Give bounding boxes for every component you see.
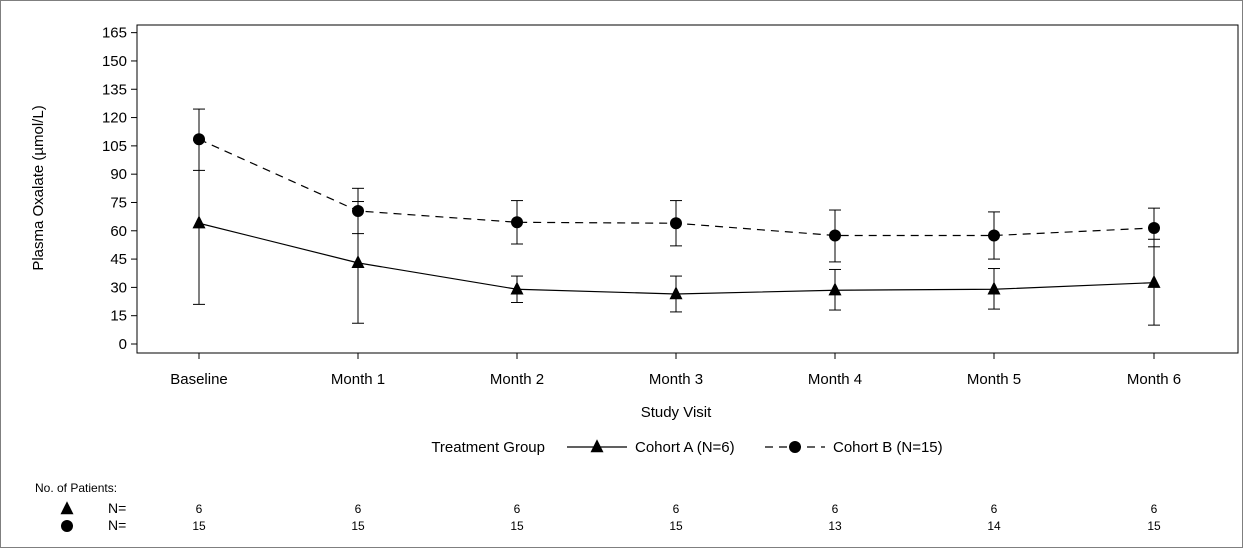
patient-count: 15 [351,519,365,533]
y-tick-label: 0 [119,336,127,353]
y-tick-label: 75 [110,194,127,211]
y-tick-label: 135 [102,81,127,98]
y-tick-label: 120 [102,110,127,127]
x-tick-label: Month 3 [649,371,703,388]
x-tick-label: Month 5 [967,371,1021,388]
x-axis-label: Study Visit [641,404,712,421]
data-point [670,217,682,230]
legend-label: Cohort B (N=15) [833,439,943,456]
patient-count: 13 [828,519,842,533]
patients-row-label: N= [108,517,126,533]
patients-row-label: N= [108,500,126,516]
patient-count: 15 [192,519,206,533]
data-point [828,282,842,296]
patient-count: 6 [196,502,203,516]
y-tick-label: 105 [102,138,127,155]
plot-area-border [136,24,1239,354]
x-tick-label: Month 6 [1127,371,1181,388]
data-point [988,229,1000,242]
y-tick-label: 30 [110,279,127,296]
data-point [1148,221,1160,234]
patient-count: 15 [510,519,524,533]
patients-table: No. of Patients: N= 6 6 6 6 6 6 6 N= 15 15 15 15 13 14… [35,481,1161,533]
x-tick-label: Month 4 [808,371,862,388]
data-point [192,215,206,229]
triangle-marker-icon [60,501,74,515]
patient-count: 6 [832,502,839,516]
data-point [987,281,1001,295]
legend-items: Cohort A (N=6) Cohort B (N=15) [567,439,943,456]
legend-title: Treatment Group [431,439,545,456]
data-point [510,281,524,295]
data-point [351,255,365,269]
patient-rows: N= 6 6 6 6 6 6 6 N= 15 15 15 15 13 14 15 [60,500,1161,533]
patient-count: 6 [514,502,521,516]
x-tick-label: Baseline [170,371,228,388]
patient-count: 6 [991,502,998,516]
y-tick-label: 150 [102,53,127,70]
y-tick-label: 15 [110,308,127,325]
patient-count: 15 [1147,519,1161,533]
legend-label: Cohort A (N=6) [635,439,735,456]
y-tick-label: 60 [110,223,127,240]
patient-count: 6 [1151,502,1158,516]
legend: Treatment Group Cohort A (N=6) Cohort B (… [431,439,942,456]
patients-table-title: No. of Patients: [35,481,117,495]
data-point [511,216,523,229]
data-point [1147,274,1161,288]
x-axis-ticks: Baseline Month 1 Month 2 Month 3 Month 4 Mont… [170,353,1181,388]
y-axis-ticks: 0 15 30 45 60 75 90 105 120 135 150 165 [102,25,137,353]
data-point [193,133,205,146]
circle-marker-icon [61,520,73,532]
circle-marker-icon [789,441,801,453]
x-tick-label: Month 2 [490,371,544,388]
patient-count: 6 [355,502,362,516]
data-point [829,229,841,242]
patient-count: 15 [669,519,683,533]
series-layer [192,108,1161,326]
y-tick-label: 90 [110,166,127,183]
patient-count: 6 [673,502,680,516]
data-point [669,286,683,300]
axes [136,24,1239,354]
y-tick-label: 45 [110,251,127,268]
series-2 [193,108,1160,263]
triangle-marker-icon [590,439,604,453]
x-tick-label: Month 1 [331,371,385,388]
patient-count: 14 [987,519,1001,533]
y-axis-label: Plasma Oxalate (µmol/L) [30,105,47,270]
y-tick-label: 165 [102,25,127,42]
data-point [352,204,364,217]
